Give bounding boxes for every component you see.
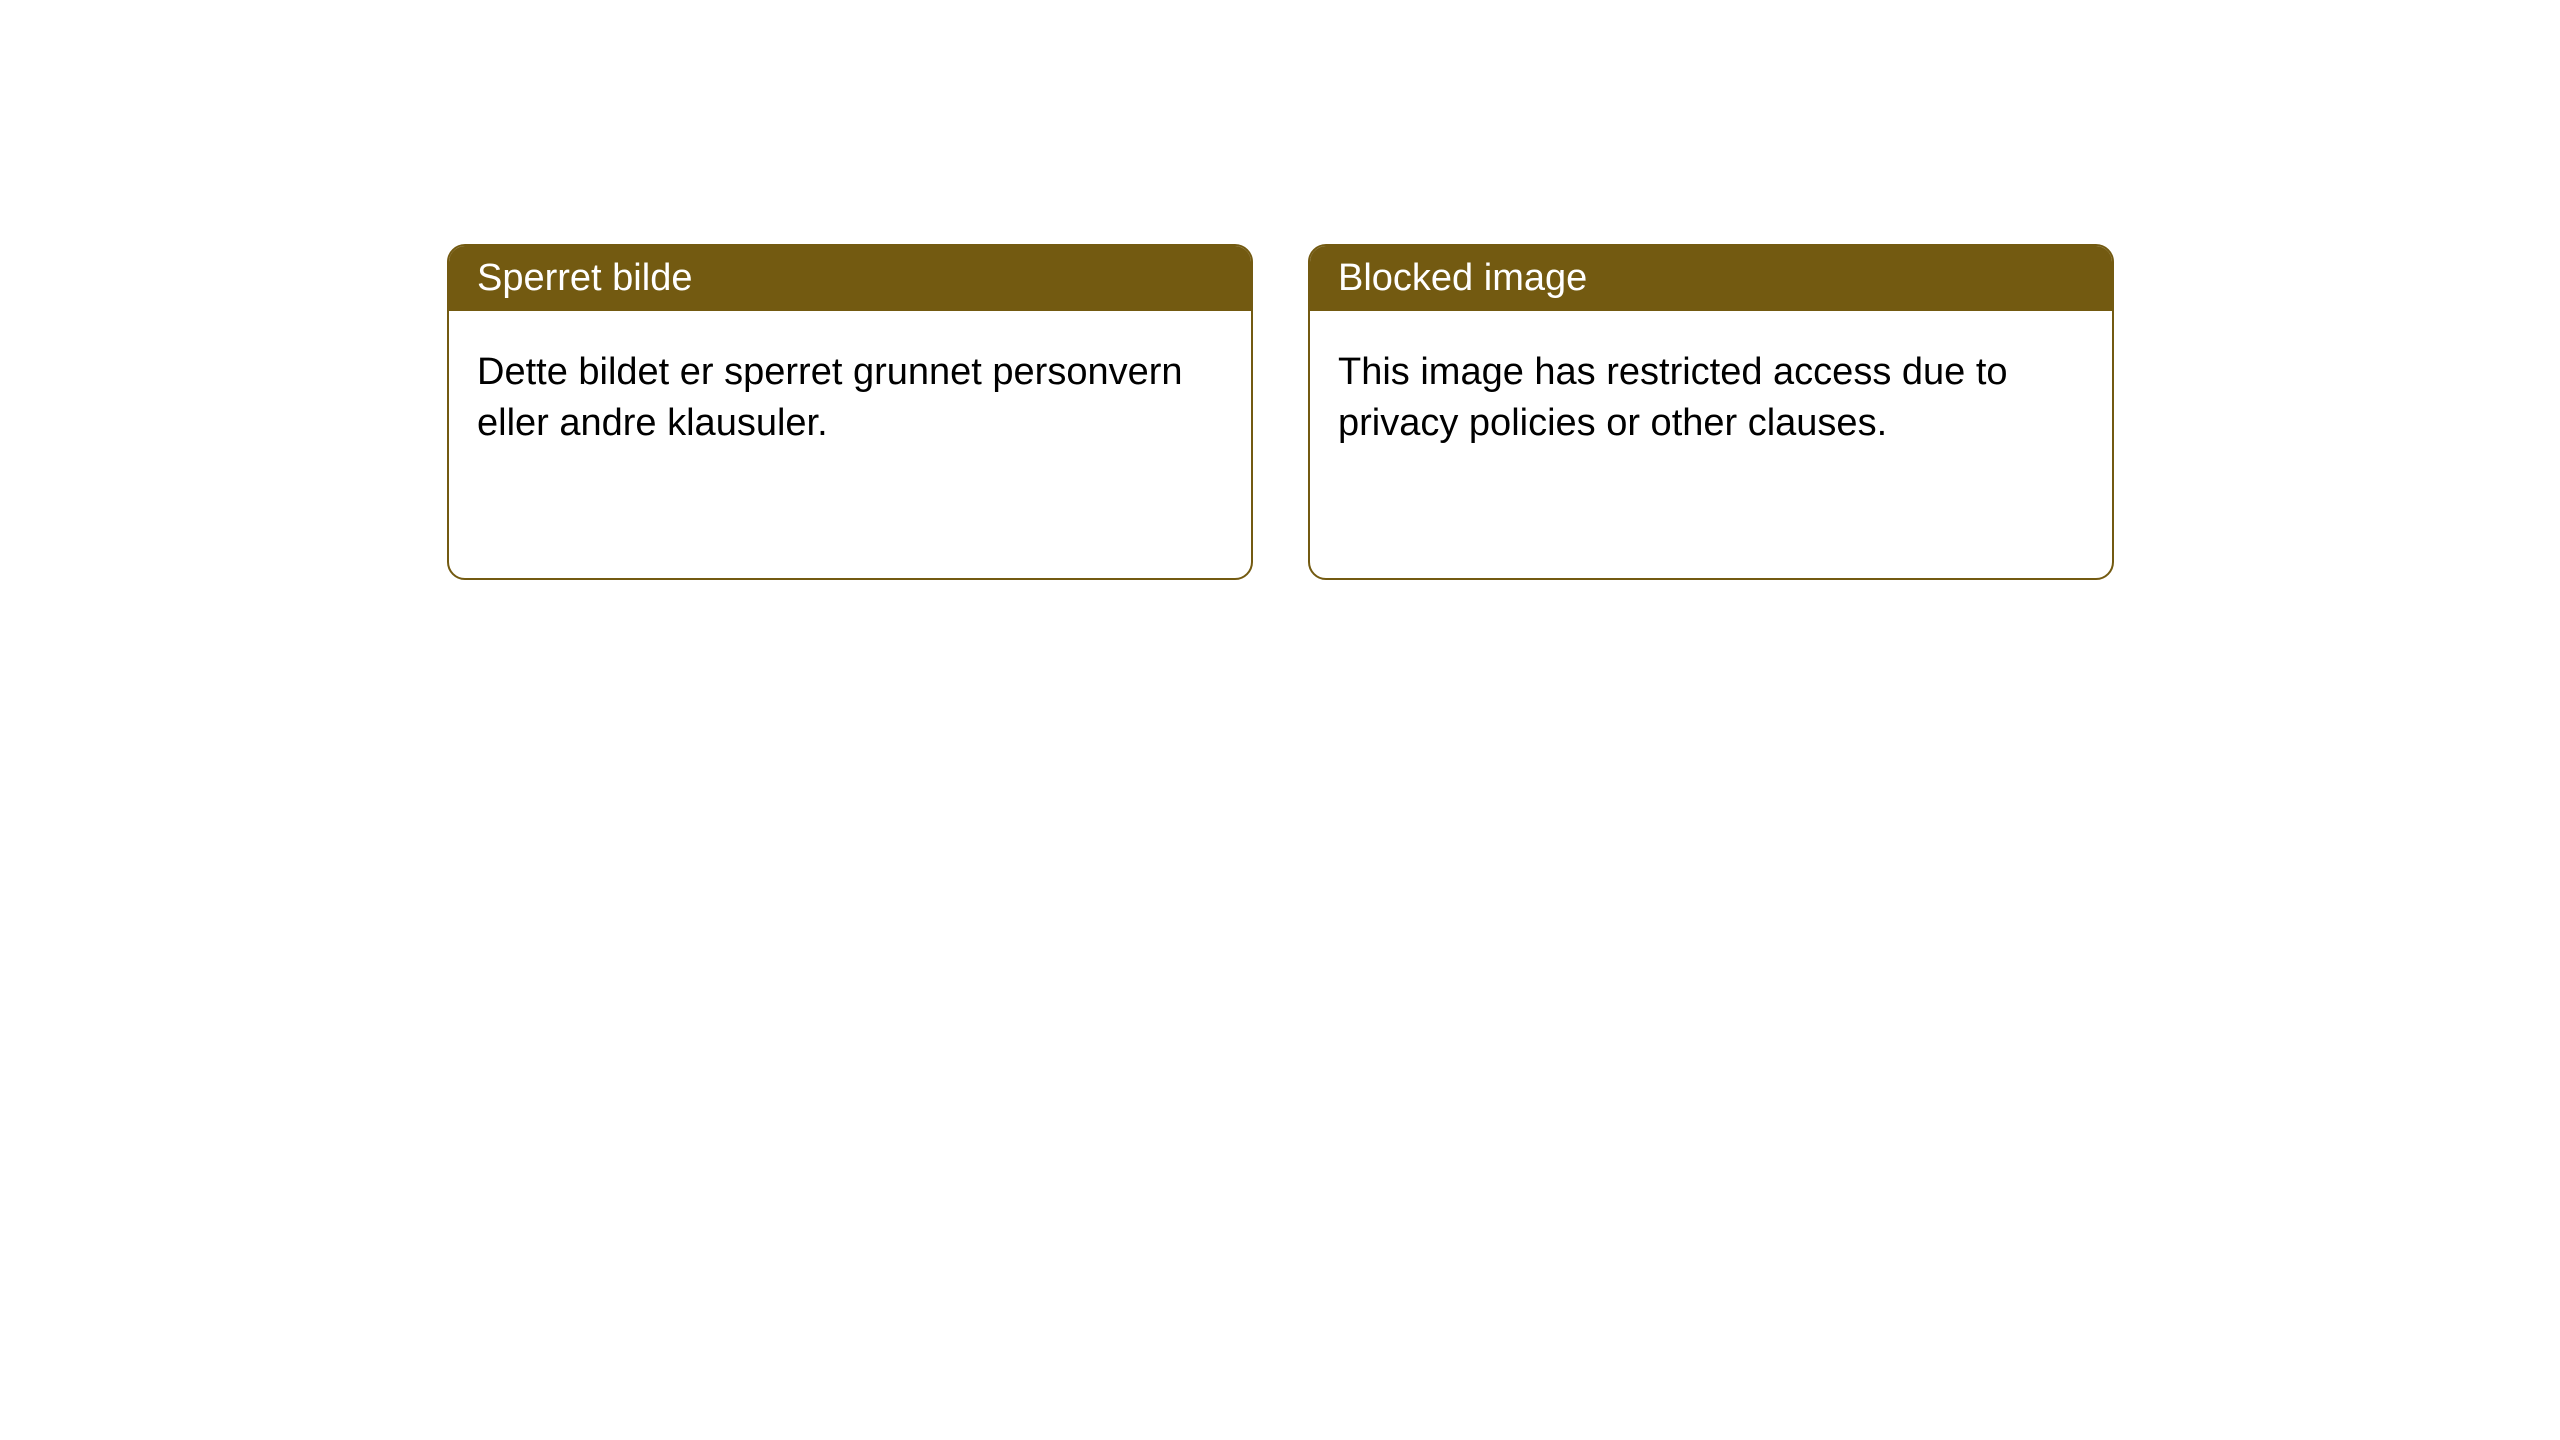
card-body-text: Dette bildet er sperret grunnet personve… — [477, 351, 1183, 444]
blocked-image-card-no: Sperret bilde Dette bildet er sperret gr… — [447, 244, 1253, 580]
card-body: This image has restricted access due to … — [1310, 311, 2112, 486]
card-title: Sperret bilde — [477, 257, 692, 299]
card-header: Sperret bilde — [449, 246, 1251, 311]
card-body: Dette bildet er sperret grunnet personve… — [449, 311, 1251, 486]
blocked-image-card-en: Blocked image This image has restricted … — [1308, 244, 2114, 580]
card-body-text: This image has restricted access due to … — [1338, 351, 2008, 444]
card-header: Blocked image — [1310, 246, 2112, 311]
cards-container: Sperret bilde Dette bildet er sperret gr… — [447, 244, 2560, 580]
card-title: Blocked image — [1338, 257, 1587, 299]
